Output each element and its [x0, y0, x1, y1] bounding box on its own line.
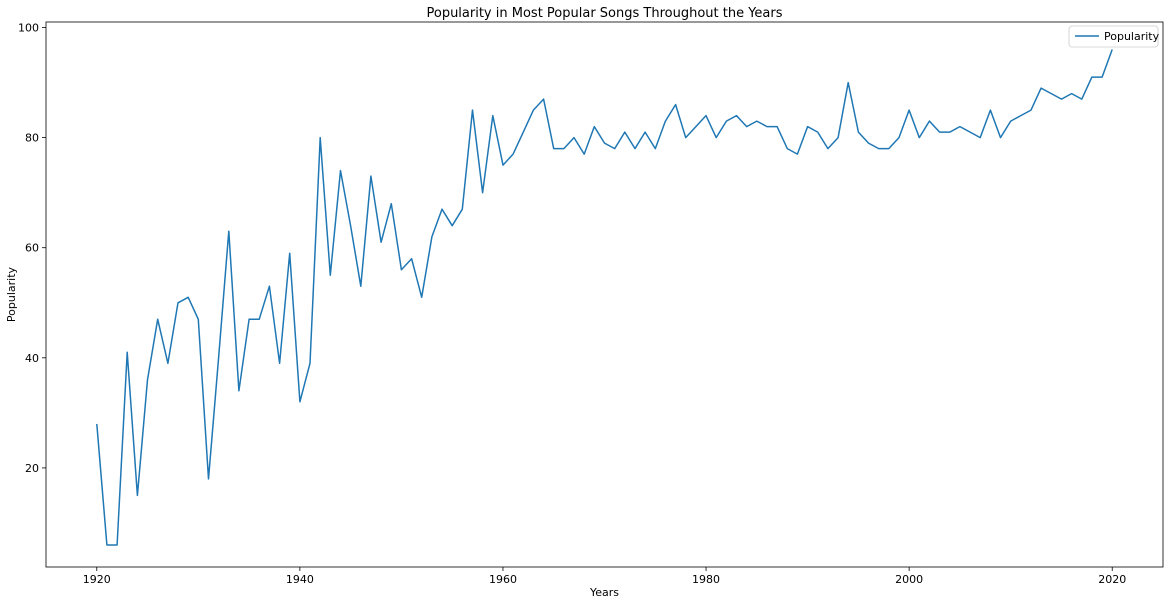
popularity-line: [96, 49, 1113, 546]
y-tick-label: 20: [25, 462, 39, 475]
y-tick-label: 80: [25, 132, 39, 145]
y-tick-label: 40: [25, 352, 39, 365]
x-tick-label: 2020: [1098, 573, 1126, 586]
x-tick-label: 1920: [83, 573, 111, 586]
y-axis-ticks: 20 40 60 80 100: [18, 22, 46, 475]
legend-box: [1068, 25, 1159, 48]
x-axis-label: Years: [589, 586, 619, 599]
y-axis-label: Popularity: [5, 266, 18, 322]
chart-title: Popularity in Most Popular Songs Through…: [426, 6, 782, 21]
y-tick-label: 100: [18, 22, 39, 35]
plot-area: [45, 21, 1164, 568]
y-tick-label: 60: [25, 242, 39, 255]
x-axis-ticks: 1920 1940 1960 1980 2000 2020: [83, 567, 1126, 586]
x-tick-label: 1960: [489, 573, 517, 586]
x-tick-label: 1940: [286, 573, 314, 586]
x-tick-label: 1980: [692, 573, 720, 586]
legend-label: Popularity: [1104, 30, 1160, 43]
legend: Popularity: [1068, 25, 1160, 48]
x-tick-label: 2000: [895, 573, 923, 586]
